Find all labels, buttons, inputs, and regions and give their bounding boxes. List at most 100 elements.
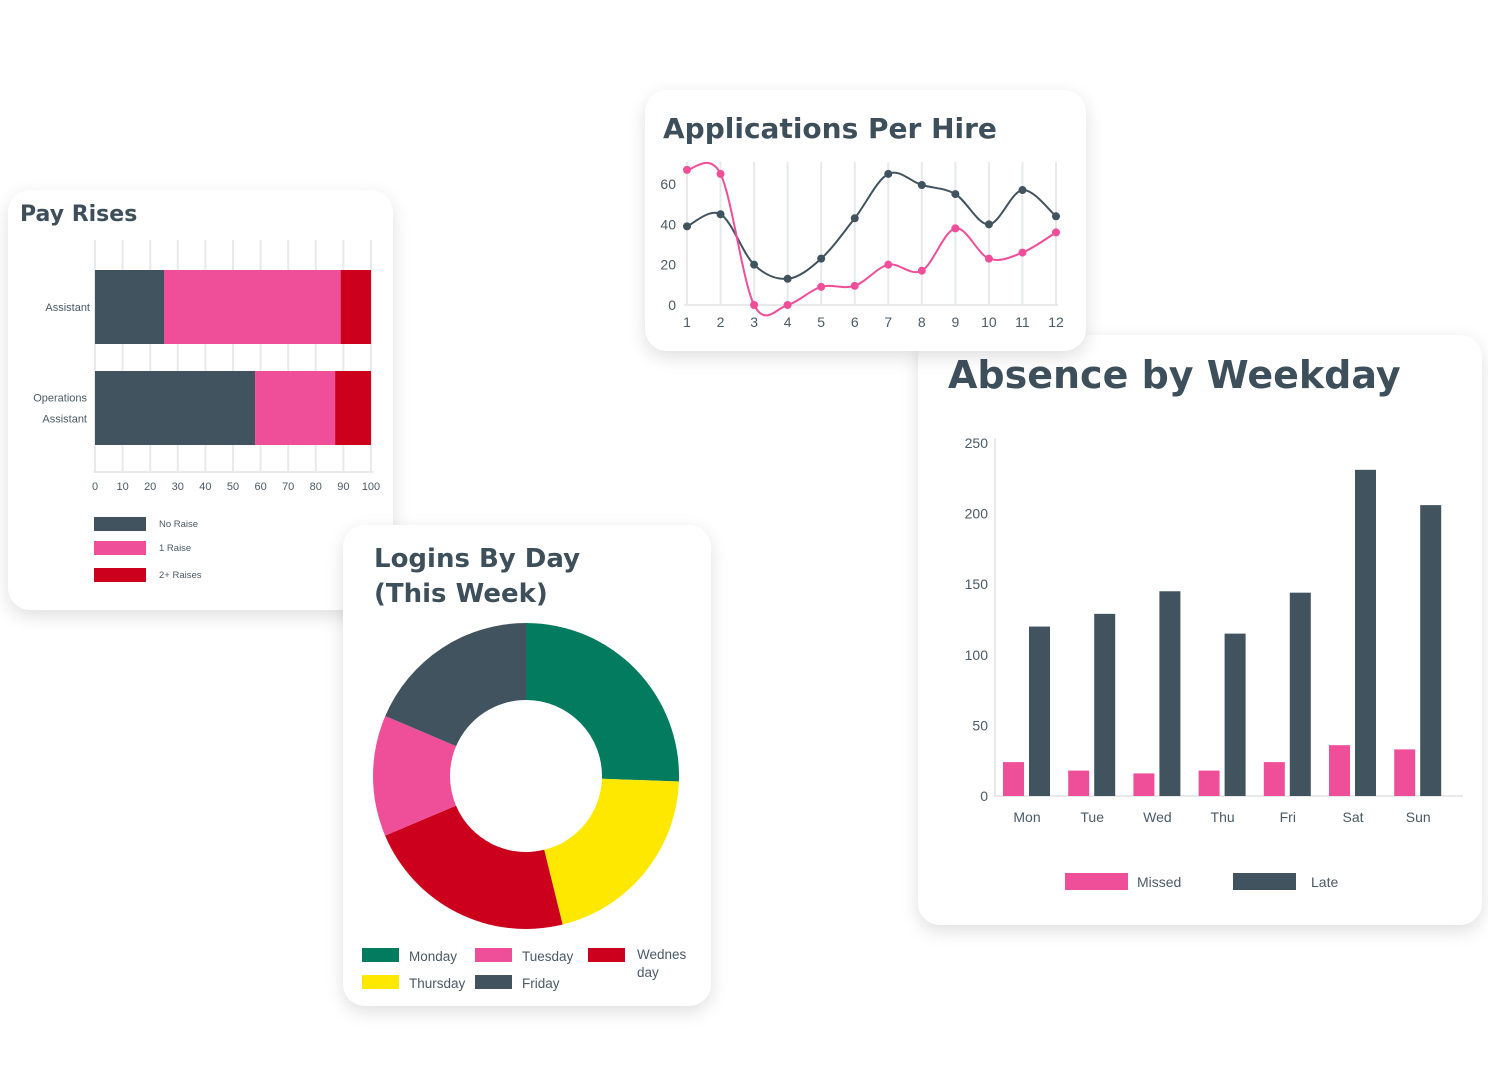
x-tick-label: Wed — [1143, 809, 1172, 825]
bar-segment — [340, 270, 371, 344]
legend-label: Monday — [409, 949, 457, 964]
donut-slice-monday — [526, 623, 679, 782]
legend-swatch — [475, 948, 512, 962]
donut-slice-friday — [385, 623, 526, 747]
y-tick-label: 0 — [668, 297, 676, 313]
legend-label: No Raise — [159, 519, 198, 530]
logins-title-line-2: (This Week) — [374, 579, 548, 609]
data-point — [917, 266, 926, 275]
data-point — [783, 301, 792, 309]
bar-late — [1289, 592, 1311, 796]
x-tick-label: Sat — [1342, 809, 1363, 825]
bar-late — [1159, 591, 1181, 796]
legend-swatch — [1065, 873, 1128, 890]
x-tick-label: 7 — [884, 314, 892, 330]
x-tick-label: 80 — [310, 481, 322, 493]
data-point — [716, 210, 725, 219]
legend-label: Late — [1311, 874, 1338, 890]
donut-slice-wednesday — [385, 805, 563, 929]
data-point — [683, 222, 691, 231]
x-tick-label: 11 — [1015, 314, 1030, 330]
x-tick-label: 60 — [254, 481, 266, 493]
pay-rises-chart: Pay Rises 0 10 20 30 40 50 60 70 80 90 100 Assistan… — [20, 202, 380, 582]
bar-missed — [1068, 770, 1090, 796]
data-point — [917, 181, 926, 190]
bar-late — [1029, 626, 1050, 796]
x-tick-label: 4 — [784, 314, 792, 330]
applications-title: Applications Per Hire — [663, 112, 997, 145]
bar-late — [1224, 633, 1246, 796]
data-point — [850, 281, 859, 290]
bar-missed — [1329, 745, 1350, 796]
legend-label: 1 Raise — [159, 543, 191, 554]
x-tick-label: Tue — [1080, 809, 1104, 825]
legend-swatch — [362, 975, 399, 989]
legend-swatch — [94, 517, 146, 531]
data-point — [984, 254, 993, 263]
y-tick-label: 50 — [972, 717, 988, 733]
legend-swatch — [94, 568, 146, 582]
category-label: Assistant — [45, 302, 90, 314]
data-point — [1018, 248, 1027, 257]
x-tick-label: Mon — [1013, 809, 1040, 825]
legend-swatch — [475, 975, 512, 989]
x-tick-label: 6 — [851, 314, 859, 330]
legend-label: 2+ Raises — [159, 570, 202, 581]
bar-missed — [1263, 762, 1285, 796]
donut-slice-thursday — [544, 778, 679, 925]
y-tick-label: 0 — [980, 788, 988, 804]
donut-slice-tuesday — [373, 715, 457, 836]
x-tick-label: 5 — [817, 314, 825, 330]
applications-card: Applications Per Hire 1 2 3 4 5 6 7 8 9 10 11 12 0 20… — [645, 90, 1086, 351]
data-point — [884, 169, 893, 178]
absence-card: Absence by Weekday 0 50 100 150 200 250 Mon Tue… — [918, 335, 1482, 925]
x-tick-label: Thu — [1211, 809, 1235, 825]
x-tick-label: 90 — [337, 481, 349, 493]
bar-missed — [1394, 749, 1416, 796]
x-tick-label: 10 — [981, 314, 997, 330]
y-tick-label: 150 — [965, 576, 989, 592]
category-label: Operations — [33, 393, 87, 405]
data-point — [683, 165, 691, 174]
x-tick-label: 50 — [227, 481, 239, 493]
x-tick-label: 70 — [282, 481, 294, 493]
x-tick-label: Sun — [1406, 809, 1431, 825]
bar-late — [1355, 469, 1376, 796]
x-tick-label: Fri — [1280, 809, 1296, 825]
data-point — [750, 301, 759, 309]
bar-missed — [1133, 773, 1155, 796]
y-tick-label: 20 — [660, 257, 676, 273]
data-point — [951, 224, 960, 233]
legend-swatch — [362, 948, 399, 962]
bar-missed — [1003, 762, 1024, 796]
legend-label: Tuesday — [522, 949, 574, 964]
x-tick-label: 40 — [199, 481, 211, 493]
y-tick-label: 60 — [660, 176, 676, 192]
data-point — [716, 169, 725, 178]
logins-card: Logins By Day (This Week) Monday Tuesday W… — [343, 525, 711, 1006]
legend-swatch — [94, 541, 146, 555]
data-point — [1052, 212, 1060, 221]
x-tick-label: 20 — [144, 481, 156, 493]
x-tick-label: 0 — [92, 481, 98, 493]
applications-chart: Applications Per Hire 1 2 3 4 5 6 7 8 9 10 11 12020… — [660, 112, 1064, 330]
pay-rises-title: Pay Rises — [20, 202, 137, 227]
absence-title: Absence by Weekday — [948, 353, 1401, 397]
y-tick-label: 40 — [660, 216, 676, 232]
y-tick-label: 200 — [965, 506, 989, 522]
bar-segment — [335, 371, 371, 445]
x-tick-label: 8 — [918, 314, 926, 330]
bar-segment — [95, 270, 164, 344]
legend-swatch — [588, 948, 625, 962]
x-tick-label: 30 — [172, 481, 184, 493]
data-point — [783, 274, 792, 283]
legend-label: Thursday — [409, 976, 466, 991]
x-tick-label: 9 — [951, 314, 959, 330]
logins-title-line-1: Logins By Day — [374, 544, 580, 574]
bar-late — [1420, 505, 1442, 796]
data-point — [750, 260, 759, 269]
data-point — [984, 220, 993, 229]
data-point — [1018, 186, 1027, 195]
legend-label: Friday — [522, 976, 560, 991]
data-point — [1052, 228, 1060, 237]
